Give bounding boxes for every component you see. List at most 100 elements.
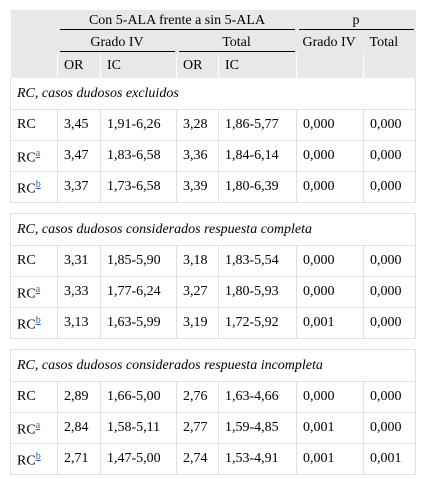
spacer-row [10,202,416,214]
results-table: Con 5-ALA frente a sin 5-ALA p Grado IV … [9,10,417,475]
data-row: RCb 2,71 1,47-5,00 2,74 1,53-4,91 0,001 0,001 [10,443,417,475]
sub-header: Total [363,32,416,54]
cell: 1,83-5,54 [217,245,297,277]
cell: 0,000 [363,307,417,339]
cell: 0,000 [363,140,417,172]
footnote-ref: a [36,418,40,431]
cell: 0,000 [363,171,417,203]
cell: 2,89 [57,381,101,413]
cell: 1,73-6,58 [100,171,177,203]
col-header [296,54,364,78]
cell: 1,58-5,11 [100,412,177,444]
sub-header: Grado IV [57,32,177,54]
col-header [363,54,416,78]
row-label: RCa [10,140,58,172]
cell: 3,27 [176,276,219,308]
cell: 1,85-5,90 [100,245,177,277]
cell: 3,31 [57,245,101,277]
cell: 1,66-5,00 [100,381,177,413]
section-title: RC, casos dudosos considerados respuesta… [9,213,417,246]
cell: 0,001 [296,443,364,475]
cell: 1,77-6,24 [100,276,177,308]
label-text: RC [17,453,36,469]
corner [10,10,58,32]
cell: 2,76 [176,381,219,413]
cell: 0,000 [296,140,364,172]
cell: 0,000 [363,381,417,413]
group-header: p [296,10,416,32]
label-text: RC [17,150,36,166]
label-text: RC [17,422,36,438]
col-header: IC [100,54,177,78]
data-row: RCa 3,33 1,77-6,24 3,27 1,80-5,93 0,000 0,000 [10,276,417,308]
footnote-link[interactable]: a [35,419,41,431]
cell: 0,000 [296,171,364,203]
row-label: RCb [10,307,58,339]
cell: 1,83-6,58 [100,140,177,172]
cell: 1,84-6,14 [217,140,297,172]
cell: 0,000 [296,245,364,277]
spacer [10,202,416,214]
cell: 0,001 [296,412,364,444]
label-text: RC [17,317,36,333]
footnote-ref: b [36,177,41,190]
cell: 1,80-6,39 [217,171,297,203]
spacer [10,338,416,350]
section-row: RC, casos dudosos considerados respuesta… [9,213,417,246]
cell: 2,71 [57,443,101,475]
data-row: RC 3,45 1,91-6,26 3,28 1,86-5,77 0,000 0,000 [10,109,417,141]
data-row: RCb 3,13 1,63-5,99 3,19 1,72-5,92 0,001 0,000 [10,307,417,339]
footnote-link[interactable]: b [35,178,41,190]
cell: 0,000 [296,109,364,141]
footnote-link[interactable]: b [35,450,41,462]
sub-header: Total [176,32,297,54]
cell: 3,39 [176,171,219,203]
cell: 0,000 [296,276,364,308]
cell: 3,47 [57,140,101,172]
cell: 0,001 [363,443,417,475]
footnote-link[interactable]: a [35,283,41,295]
cell: 1,63-5,99 [100,307,177,339]
label-text: RC [17,286,36,302]
cell: 3,28 [176,109,219,141]
footnote-ref: b [36,313,41,326]
group-header: Con 5-ALA frente a sin 5-ALA [57,10,297,32]
cell: 1,59-4,85 [217,412,297,444]
footnote-ref: b [36,449,41,462]
col-header: IC [217,54,297,78]
row-label: RCa [10,276,58,308]
col-header: OR [57,54,101,78]
label-text: RC [17,389,36,404]
cell: 3,19 [176,307,219,339]
cell: 0,000 [296,381,364,413]
section-row: RC, casos dudosos excluidos [9,78,417,110]
cell: 1,86-5,77 [217,109,297,141]
cell: 0,000 [363,109,417,141]
cell: 0,000 [363,412,417,444]
table-body: RC, casos dudosos excluidos RC 3,45 1,91-6,… [9,78,417,475]
row-label: RC [10,381,58,413]
cell: 0,000 [363,245,417,277]
cell: 1,80-5,93 [217,276,297,308]
corner [10,54,58,78]
cell: 0,001 [296,307,364,339]
section-title: RC, casos dudosos considerados respuesta… [9,349,417,382]
cell: 3,18 [176,245,219,277]
footnote-ref: a [36,282,40,295]
footnote-ref: a [36,146,40,159]
row-label: RCa [10,412,58,444]
cell: 0,000 [363,276,417,308]
cell: 1,91-6,26 [100,109,177,141]
cell: 2,74 [176,443,219,475]
section-title: RC, casos dudosos excluidos [9,78,417,110]
cell: 2,84 [57,412,101,444]
section-row: RC, casos dudosos considerados respuesta… [9,349,417,382]
footnote-link[interactable]: b [35,314,41,326]
cell: 3,36 [176,140,219,172]
row-label: RCb [10,171,58,203]
footnote-link[interactable]: a [35,147,41,159]
data-row: RC 3,31 1,85-5,90 3,18 1,83-5,54 0,000 0,000 [10,245,417,277]
cell: 3,33 [57,276,101,308]
label-text: RC [17,117,36,132]
